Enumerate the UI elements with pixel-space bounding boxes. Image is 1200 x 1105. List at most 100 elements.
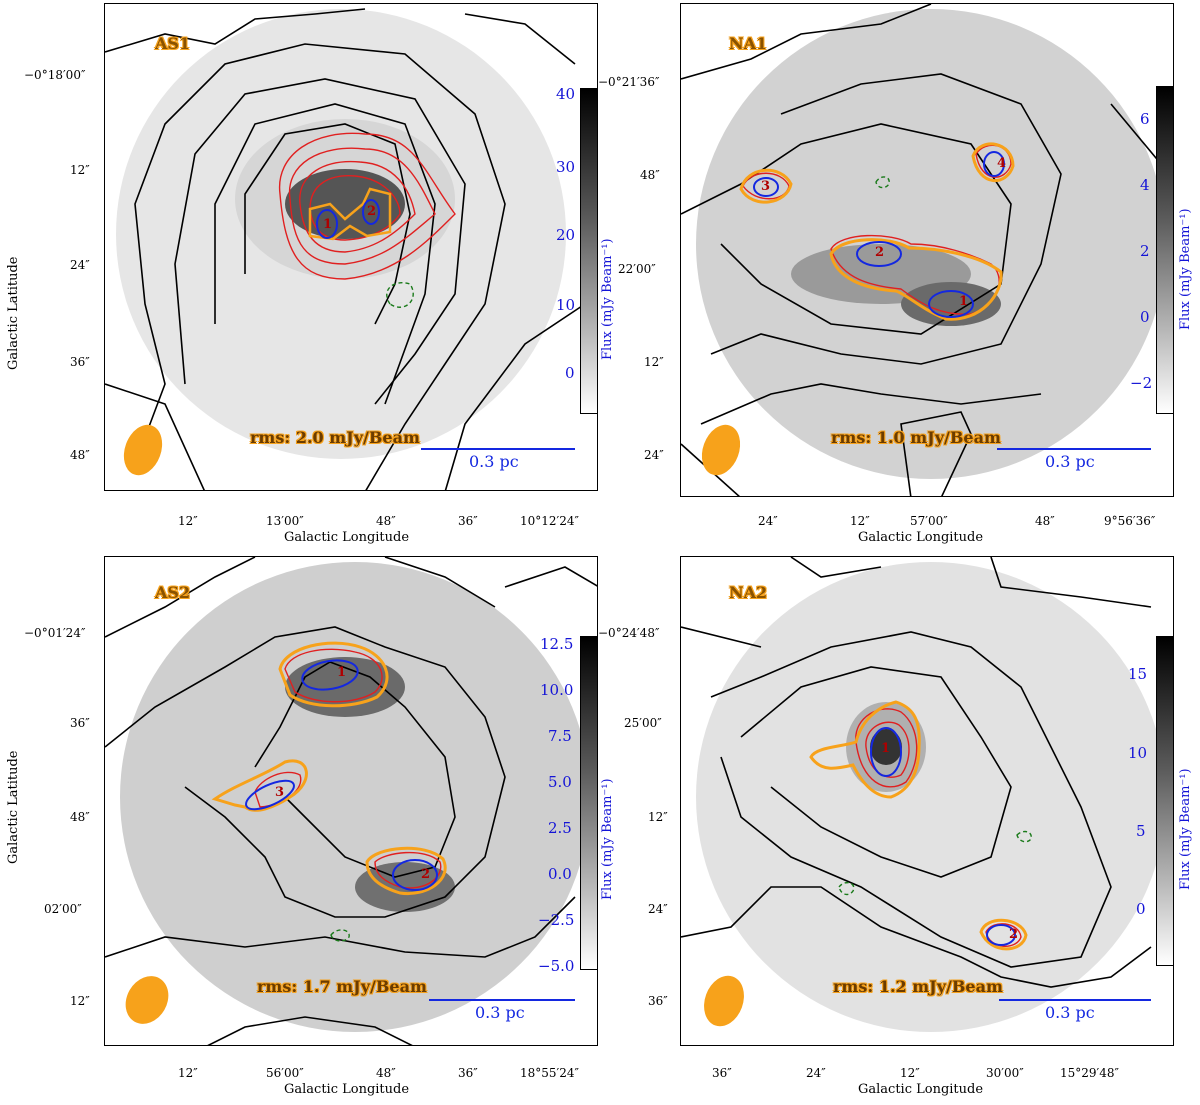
source-label: 2 (1009, 927, 1019, 942)
map-frame: NA1 rms: 1.0 mJy/Beam 0.3 pc 1 2 3 4 (680, 3, 1174, 497)
green-dashed-contour (838, 881, 855, 896)
y-tick: 24″ (70, 258, 90, 272)
colorbar-tick: 10 (1128, 744, 1148, 762)
orange-contours (211, 641, 447, 896)
x-tick: 12″ (850, 514, 870, 528)
colorbar-label: Flux (mJy Beam⁻¹) (600, 778, 615, 900)
x-tick: 12″ (900, 1066, 920, 1080)
scale-bar (421, 448, 575, 450)
rms-label: rms: 2.0 mJy/Beam (250, 428, 420, 447)
y-tick: 48″ (70, 448, 90, 462)
x-tick: 24″ (758, 514, 778, 528)
y-tick: 24″ (644, 448, 664, 462)
colorbar-label: Flux (mJy Beam⁻¹) (600, 238, 615, 360)
source-label: 3 (275, 785, 285, 800)
map-disk (696, 9, 1166, 479)
colorbar-tick: 4 (1140, 176, 1150, 194)
y-tick: −0°24′48″ (598, 626, 660, 640)
map-peak (285, 657, 405, 717)
green-dashed-contour (330, 929, 350, 942)
y-tick: 12″ (648, 810, 668, 824)
x-axis-label: Galactic Longitude (858, 530, 984, 545)
x-tick: 36″ (458, 1066, 478, 1080)
y-tick: −0°21′36″ (598, 75, 660, 89)
scale-bar (429, 999, 575, 1001)
x-tick: 24″ (806, 1066, 826, 1080)
blue-ellipses (245, 659, 438, 891)
source-label: 1 (881, 741, 891, 756)
colorbar-tick: 2.5 (548, 819, 572, 837)
colorbar (580, 88, 598, 414)
map-peak (870, 729, 902, 765)
map-image (681, 4, 1166, 496)
scale-bar-label: 0.3 pc (1045, 1003, 1095, 1022)
colorbar-tick: 5 (1136, 822, 1146, 840)
y-tick: 24″ (648, 902, 668, 916)
blue-ellipses (753, 151, 1005, 318)
source-label: 3 (761, 179, 771, 194)
colorbar-tick: 10 (556, 296, 576, 314)
x-tick: 9°56′36″ (1104, 514, 1156, 528)
scale-bar-label: 0.3 pc (475, 1003, 525, 1022)
y-tick: 12″ (70, 994, 90, 1008)
y-axis-label: Galactic Latitude (6, 256, 21, 371)
colorbar-label: Flux (mJy Beam⁻¹) (1178, 208, 1193, 330)
y-tick: 22′00″ (618, 262, 656, 276)
black-contours (105, 557, 597, 1045)
source-label: 1 (323, 217, 333, 232)
black-contours (681, 557, 1152, 988)
colorbar-tick: 0 (1140, 308, 1150, 326)
orange-contours (739, 142, 1015, 321)
x-tick: 48″ (376, 1066, 396, 1080)
colorbar (1156, 636, 1174, 966)
x-tick: 36″ (458, 514, 478, 528)
y-tick: 12″ (70, 163, 90, 177)
colorbar-tick: 6 (1140, 110, 1150, 128)
x-tick: 36″ (712, 1066, 732, 1080)
orange-contours (809, 700, 1028, 951)
map-disk (696, 562, 1166, 1032)
colorbar-tick: 40 (556, 85, 576, 103)
scale-bar-label: 0.3 pc (469, 452, 519, 471)
x-axis-label: Galactic Longitude (284, 1082, 410, 1097)
x-tick: 12″ (178, 1066, 198, 1080)
colorbar-tick: 0.0 (548, 865, 572, 883)
panel-title: AS2 (155, 583, 191, 602)
colorbar-label: Flux (mJy Beam⁻¹) (1178, 768, 1193, 890)
x-tick: 48″ (1035, 514, 1055, 528)
source-label: 2 (367, 204, 377, 219)
source-label: 4 (997, 156, 1007, 171)
colorbar-tick: 2 (1140, 242, 1150, 260)
black-contours (681, 4, 1162, 496)
map-image (105, 8, 586, 490)
x-tick: 18°55′24″ (520, 1066, 580, 1080)
colorbar-tick: −2.5 (538, 911, 575, 929)
map-frame: AS1 rms: 2.0 mJy/Beam 0.3 pc 1 2 (104, 3, 598, 491)
colorbar-tick: −5.0 (538, 957, 575, 975)
scale-bar (999, 999, 1151, 1001)
colorbar-tick: 7.5 (548, 727, 572, 745)
x-tick: 30′00″ (986, 1066, 1024, 1080)
y-tick: 12″ (644, 355, 664, 369)
colorbar-tick: 12.5 (540, 635, 574, 653)
blue-ellipses (316, 199, 380, 239)
colorbar-tick: 30 (556, 158, 576, 176)
y-tick: −0°18′00″ (24, 68, 86, 82)
y-tick: 48″ (640, 168, 660, 182)
source-label: 2 (421, 867, 431, 882)
x-tick: 10°12′24″ (520, 514, 580, 528)
rms-label: rms: 1.0 mJy/Beam (831, 428, 1001, 447)
colorbar-tick: 5.0 (548, 773, 572, 791)
rms-label: rms: 1.7 mJy/Beam (257, 977, 427, 996)
y-tick: 48″ (70, 810, 90, 824)
x-tick: 15°29′48″ (1060, 1066, 1120, 1080)
colorbar (580, 636, 598, 970)
source-label: 2 (875, 245, 885, 260)
x-tick: 48″ (376, 514, 396, 528)
x-tick: 12″ (178, 514, 198, 528)
colorbar-tick: 20 (556, 226, 576, 244)
map-frame: NA2 rms: 1.2 mJy/Beam 0.3 pc 1 2 (680, 556, 1174, 1046)
y-tick: 02′00″ (44, 902, 82, 916)
panel-title: NA1 (729, 34, 768, 53)
x-tick: 56′00″ (266, 1066, 304, 1080)
